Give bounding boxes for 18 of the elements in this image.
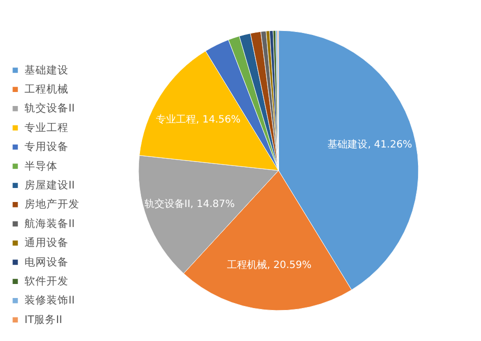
legend-label: 轨交设备II [24,102,75,115]
data-label: 轨交设备II, 14.87% [144,198,235,210]
legend-label: 半导体 [24,159,58,172]
legend-label: 装修装饰II [24,294,75,307]
legend-label: 房地产开发 [24,198,80,211]
legend-label: 工程机械 [24,82,68,96]
legend-label: 房屋建设II [24,178,75,192]
data-label: 专业工程, 14.56% [156,114,241,126]
data-label: 基础建设, 41.26% [328,138,412,151]
legend-label: 通用设备 [24,236,68,250]
legend-label: IT服务II [24,314,62,326]
legend-label: 专业工程 [24,120,68,134]
data-label: 工程机械, 20.59% [226,259,312,272]
legend-label: 电网设备 [24,255,68,268]
legend-label: 航海装备II [24,216,75,230]
legend-label: 基础建设 [24,63,68,76]
legend-label: 软件开发 [24,275,68,288]
legend-label: 专用设备 [24,140,68,154]
